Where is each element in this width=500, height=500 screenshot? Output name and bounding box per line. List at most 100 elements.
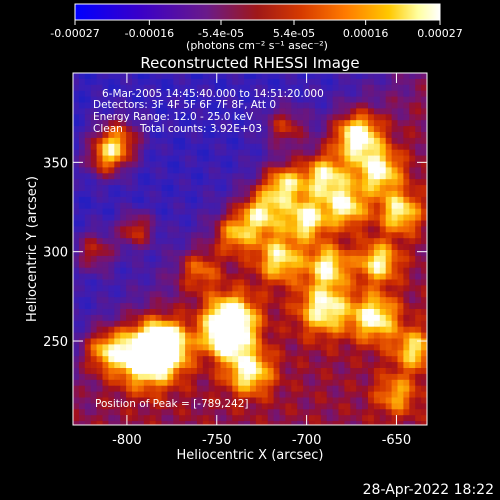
heatmap-cell (73, 373, 80, 381)
heatmap-cell (149, 403, 156, 410)
heatmap-cell (102, 391, 109, 398)
heatmap-cell (114, 415, 121, 422)
heatmap-cell (120, 373, 127, 381)
heatmap-cell (102, 167, 109, 174)
heatmap-cell (403, 403, 410, 410)
heatmap-cell (261, 149, 269, 156)
heatmap-cell (309, 255, 316, 263)
heatmap-cell (255, 96, 263, 103)
heatmap-cell (391, 350, 398, 357)
heatmap-cell (102, 297, 109, 304)
heatmap-cell (102, 350, 109, 357)
heatmap-cell (350, 397, 357, 404)
heatmap-cell (208, 385, 215, 392)
heatmap-cell (373, 409, 381, 416)
heatmap-cell (415, 261, 422, 269)
heatmap-cell (114, 161, 121, 168)
heatmap-cell (73, 173, 80, 180)
heatmap-cell (285, 344, 292, 351)
y-axis-label: Heliocentric Y (arcsec) (25, 176, 40, 322)
heatmap-cell (261, 90, 269, 97)
heatmap-cell (244, 90, 251, 97)
heatmap-cell (261, 397, 269, 404)
heatmap-cell (114, 267, 121, 274)
heatmap-cell (185, 285, 192, 292)
heatmap-cell (214, 202, 221, 210)
heatmap-cell (356, 214, 363, 221)
heatmap-cell (391, 102, 398, 109)
heatmap-cell (196, 285, 204, 292)
heatmap-cell (244, 362, 251, 369)
heatmap-cell (373, 279, 381, 286)
heatmap-cell (226, 132, 233, 139)
heatmap-cell (391, 238, 398, 245)
heatmap-cell (285, 403, 292, 410)
heatmap-cell (120, 173, 127, 180)
heatmap-cell (108, 73, 115, 80)
heatmap-cell (379, 232, 387, 239)
heatmap-cell (220, 149, 227, 156)
heatmap-cell (297, 161, 304, 168)
heatmap-cell (285, 421, 292, 425)
heatmap-cell (149, 273, 156, 280)
heatmap-cell (214, 403, 221, 410)
heatmap-cell (273, 167, 280, 174)
heatmap-cell (285, 391, 292, 398)
heatmap-cell (279, 90, 286, 97)
heatmap-cell (126, 108, 133, 115)
heatmap-cell (267, 279, 274, 286)
heatmap-cell (96, 78, 103, 86)
heatmap-cell (220, 132, 227, 139)
heatmap-cell (196, 185, 204, 192)
heatmap-cell (173, 96, 180, 103)
heatmap-cell (344, 421, 351, 425)
heatmap-cell (379, 155, 387, 162)
heatmap-cell (232, 397, 239, 404)
heatmap-cell (391, 391, 398, 398)
heatmap-cell (250, 409, 257, 416)
heatmap-cell (255, 403, 263, 410)
heatmap-cell (350, 391, 357, 398)
heatmap-cell (255, 114, 263, 121)
heatmap-cell (362, 191, 369, 198)
heatmap-cell (84, 208, 92, 215)
heatmap-cell (78, 362, 86, 369)
heatmap-cell (185, 326, 192, 333)
heatmap-cell (191, 137, 198, 145)
heatmap-cell (132, 137, 139, 145)
heatmap-cell (232, 143, 239, 151)
heatmap-cell (202, 244, 210, 251)
heatmap-cell (73, 143, 80, 151)
heatmap-cell (126, 185, 133, 192)
heatmap-cell (179, 421, 186, 425)
heatmap-cell (185, 362, 192, 369)
heatmap-cell (421, 202, 427, 210)
heatmap-cell (120, 191, 127, 198)
heatmap-cell (226, 314, 233, 322)
heatmap-cell (415, 143, 422, 151)
heatmap-cell (314, 326, 322, 333)
heatmap-cell (132, 403, 139, 410)
heatmap-cell (78, 285, 86, 292)
heatmap-cell (255, 226, 263, 233)
heatmap-cell (167, 191, 174, 198)
heatmap-cell (385, 291, 392, 298)
heatmap-cell (255, 297, 263, 304)
heatmap-cell (373, 326, 381, 333)
heatmap-cell (120, 403, 127, 410)
heatmap-cell (409, 397, 416, 404)
heatmap-cell (303, 232, 310, 239)
heatmap-cell (314, 155, 322, 162)
heatmap-cell (350, 362, 357, 369)
heatmap-cell (421, 415, 427, 422)
heatmap-cell (261, 273, 269, 280)
heatmap-cell (320, 332, 328, 339)
heatmap-cell (255, 73, 263, 80)
heatmap-cell (73, 137, 80, 145)
heatmap-cell (250, 202, 257, 210)
heatmap-cell (143, 90, 151, 97)
heatmap-cell (332, 273, 339, 280)
heatmap-cell (84, 173, 92, 180)
heatmap-cell (102, 255, 109, 263)
heatmap-cell (78, 255, 86, 263)
